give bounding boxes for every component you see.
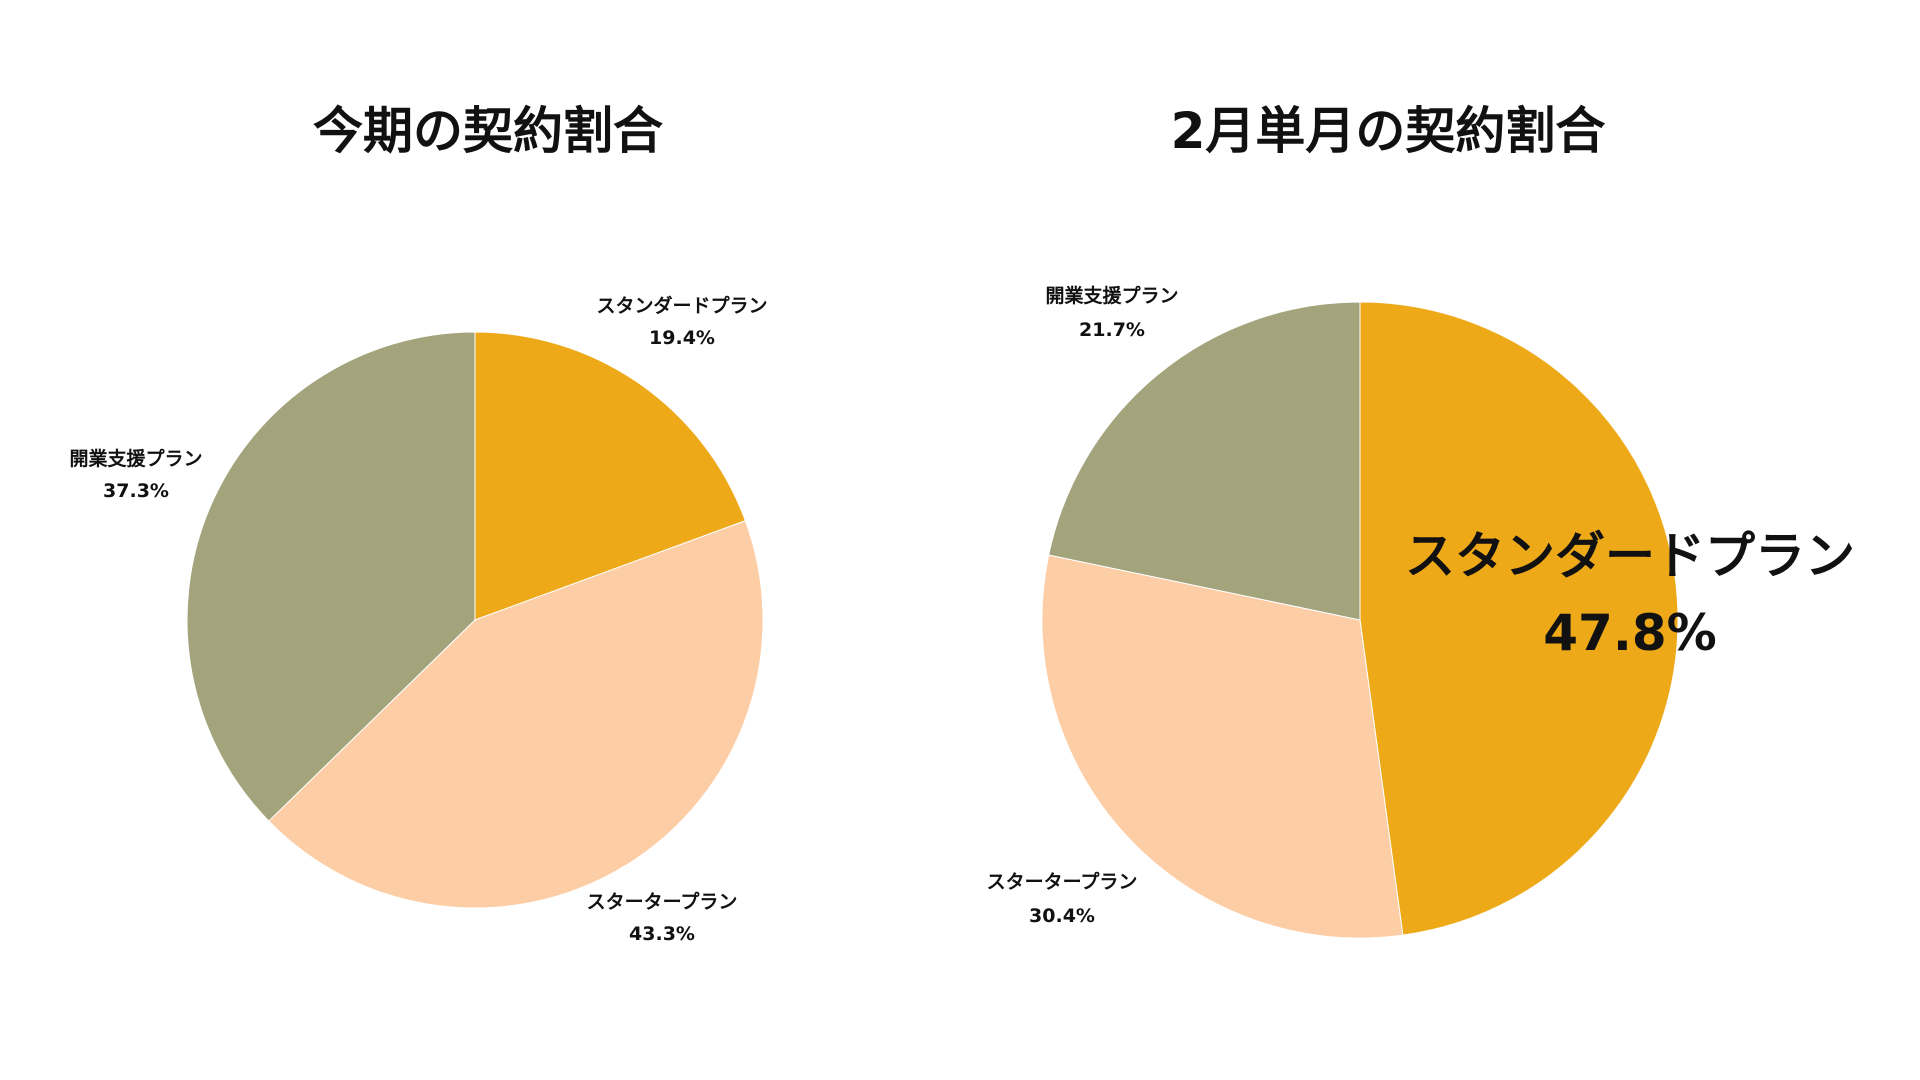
slice-label-kaigyo-name: 開業支援プラン bbox=[69, 447, 202, 470]
chart-title-february: 2月単月の契約割合 bbox=[1171, 102, 1606, 160]
slice-kaigyo bbox=[1048, 301, 1361, 621]
slice-standard bbox=[1359, 301, 1679, 936]
pie-slices-february bbox=[1041, 301, 1679, 939]
slice-starter bbox=[1041, 554, 1404, 939]
slice-label-kaigyo-value: 37.3% bbox=[103, 480, 169, 502]
slice-starter bbox=[268, 520, 764, 909]
pie-chart-february: 2月単月の契約割合 スタンダードプラン 47.8% スタータープラン 30.4%… bbox=[987, 102, 1855, 939]
pie-chart-current-term: 今期の契約割合 スタンダードプラン 19.4% スタータープラン 43.3% 開… bbox=[69, 102, 767, 945]
chart-title-current-term: 今期の契約割合 bbox=[313, 102, 663, 160]
slice-label-standard-name: スタンダードプラン bbox=[596, 294, 767, 317]
slice-label-standard-value: 47.8% bbox=[1543, 604, 1716, 662]
slice-label-standard-name: スタンダードプラン bbox=[1405, 527, 1855, 585]
slice-kaigyo bbox=[186, 331, 476, 822]
slice-label-kaigyo-value: 21.7% bbox=[1079, 319, 1145, 341]
slice-standard bbox=[474, 331, 747, 621]
slice-label-kaigyo-name: 開業支援プラン bbox=[1045, 284, 1178, 307]
slice-label-starter-value: 43.3% bbox=[629, 923, 695, 945]
pie-slices-current-term bbox=[186, 331, 764, 909]
slice-label-starter-name: スタータープラン bbox=[587, 890, 738, 913]
slice-label-starter-name: スタータープラン bbox=[987, 870, 1138, 893]
slice-label-standard-value: 19.4% bbox=[649, 327, 715, 349]
slice-label-starter-value: 30.4% bbox=[1029, 905, 1095, 927]
